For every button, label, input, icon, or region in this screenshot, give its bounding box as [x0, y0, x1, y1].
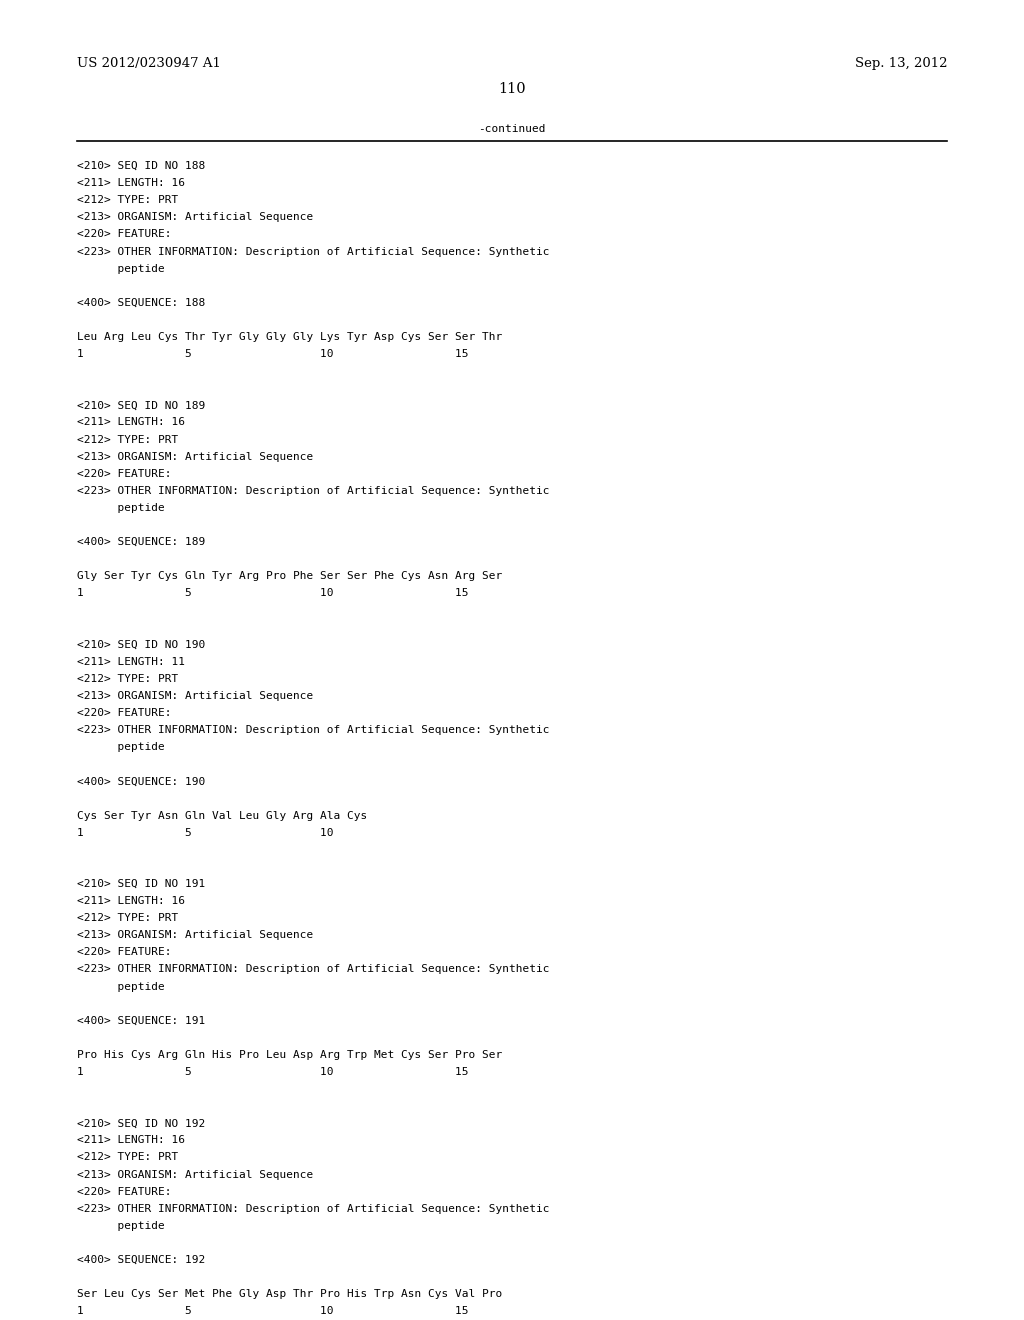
Text: <223> OTHER INFORMATION: Description of Artificial Sequence: Synthetic: <223> OTHER INFORMATION: Description of …: [77, 965, 549, 974]
Text: <213> ORGANISM: Artificial Sequence: <213> ORGANISM: Artificial Sequence: [77, 1170, 313, 1180]
Text: <223> OTHER INFORMATION: Description of Artificial Sequence: Synthetic: <223> OTHER INFORMATION: Description of …: [77, 725, 549, 735]
Text: <210> SEQ ID NO 189: <210> SEQ ID NO 189: [77, 400, 205, 411]
Text: <213> ORGANISM: Artificial Sequence: <213> ORGANISM: Artificial Sequence: [77, 213, 313, 222]
Text: <213> ORGANISM: Artificial Sequence: <213> ORGANISM: Artificial Sequence: [77, 451, 313, 462]
Text: Pro His Cys Arg Gln His Pro Leu Asp Arg Trp Met Cys Ser Pro Ser: Pro His Cys Arg Gln His Pro Leu Asp Arg …: [77, 1049, 502, 1060]
Text: 1               5                   10: 1 5 10: [77, 828, 333, 838]
Text: peptide: peptide: [77, 982, 165, 991]
Text: Sep. 13, 2012: Sep. 13, 2012: [855, 57, 947, 70]
Text: 110: 110: [499, 82, 525, 96]
Text: US 2012/0230947 A1: US 2012/0230947 A1: [77, 57, 221, 70]
Text: <400> SEQUENCE: 192: <400> SEQUENCE: 192: [77, 1255, 205, 1265]
Text: <400> SEQUENCE: 190: <400> SEQUENCE: 190: [77, 776, 205, 787]
Text: 1               5                   10                  15: 1 5 10 15: [77, 589, 468, 598]
Text: <211> LENGTH: 16: <211> LENGTH: 16: [77, 1135, 184, 1146]
Text: peptide: peptide: [77, 742, 165, 752]
Text: <220> FEATURE:: <220> FEATURE:: [77, 469, 171, 479]
Text: 1               5                   10                  15: 1 5 10 15: [77, 1067, 468, 1077]
Text: <213> ORGANISM: Artificial Sequence: <213> ORGANISM: Artificial Sequence: [77, 690, 313, 701]
Text: <211> LENGTH: 16: <211> LENGTH: 16: [77, 417, 184, 428]
Text: <213> ORGANISM: Artificial Sequence: <213> ORGANISM: Artificial Sequence: [77, 931, 313, 940]
Text: <400> SEQUENCE: 189: <400> SEQUENCE: 189: [77, 537, 205, 546]
Text: <220> FEATURE:: <220> FEATURE:: [77, 230, 171, 239]
Text: <220> FEATURE:: <220> FEATURE:: [77, 948, 171, 957]
Text: <220> FEATURE:: <220> FEATURE:: [77, 708, 171, 718]
Text: <211> LENGTH: 16: <211> LENGTH: 16: [77, 178, 184, 189]
Text: <211> LENGTH: 16: <211> LENGTH: 16: [77, 896, 184, 906]
Text: <210> SEQ ID NO 190: <210> SEQ ID NO 190: [77, 640, 205, 649]
Text: Gly Ser Tyr Cys Gln Tyr Arg Pro Phe Ser Ser Phe Cys Asn Arg Ser: Gly Ser Tyr Cys Gln Tyr Arg Pro Phe Ser …: [77, 572, 502, 581]
Text: <211> LENGTH: 11: <211> LENGTH: 11: [77, 657, 184, 667]
Text: <210> SEQ ID NO 191: <210> SEQ ID NO 191: [77, 879, 205, 888]
Text: -continued: -continued: [478, 124, 546, 135]
Text: <220> FEATURE:: <220> FEATURE:: [77, 1187, 171, 1197]
Text: <212> TYPE: PRT: <212> TYPE: PRT: [77, 673, 178, 684]
Text: peptide: peptide: [77, 503, 165, 513]
Text: <400> SEQUENCE: 191: <400> SEQUENCE: 191: [77, 1016, 205, 1026]
Text: 1               5                   10                  15: 1 5 10 15: [77, 348, 468, 359]
Text: peptide: peptide: [77, 1221, 165, 1230]
Text: Ser Leu Cys Ser Met Phe Gly Asp Thr Pro His Trp Asn Cys Val Pro: Ser Leu Cys Ser Met Phe Gly Asp Thr Pro …: [77, 1290, 502, 1299]
Text: <212> TYPE: PRT: <212> TYPE: PRT: [77, 434, 178, 445]
Text: <210> SEQ ID NO 188: <210> SEQ ID NO 188: [77, 161, 205, 172]
Text: <210> SEQ ID NO 192: <210> SEQ ID NO 192: [77, 1118, 205, 1129]
Text: <212> TYPE: PRT: <212> TYPE: PRT: [77, 913, 178, 923]
Text: peptide: peptide: [77, 264, 165, 273]
Text: Leu Arg Leu Cys Thr Tyr Gly Gly Gly Lys Tyr Asp Cys Ser Ser Thr: Leu Arg Leu Cys Thr Tyr Gly Gly Gly Lys …: [77, 333, 502, 342]
Text: <223> OTHER INFORMATION: Description of Artificial Sequence: Synthetic: <223> OTHER INFORMATION: Description of …: [77, 486, 549, 496]
Text: <212> TYPE: PRT: <212> TYPE: PRT: [77, 1152, 178, 1163]
Text: <212> TYPE: PRT: <212> TYPE: PRT: [77, 195, 178, 205]
Text: <223> OTHER INFORMATION: Description of Artificial Sequence: Synthetic: <223> OTHER INFORMATION: Description of …: [77, 247, 549, 256]
Text: <400> SEQUENCE: 188: <400> SEQUENCE: 188: [77, 298, 205, 308]
Text: 1               5                   10                  15: 1 5 10 15: [77, 1307, 468, 1316]
Text: Cys Ser Tyr Asn Gln Val Leu Gly Arg Ala Cys: Cys Ser Tyr Asn Gln Val Leu Gly Arg Ala …: [77, 810, 367, 821]
Text: <223> OTHER INFORMATION: Description of Artificial Sequence: Synthetic: <223> OTHER INFORMATION: Description of …: [77, 1204, 549, 1214]
